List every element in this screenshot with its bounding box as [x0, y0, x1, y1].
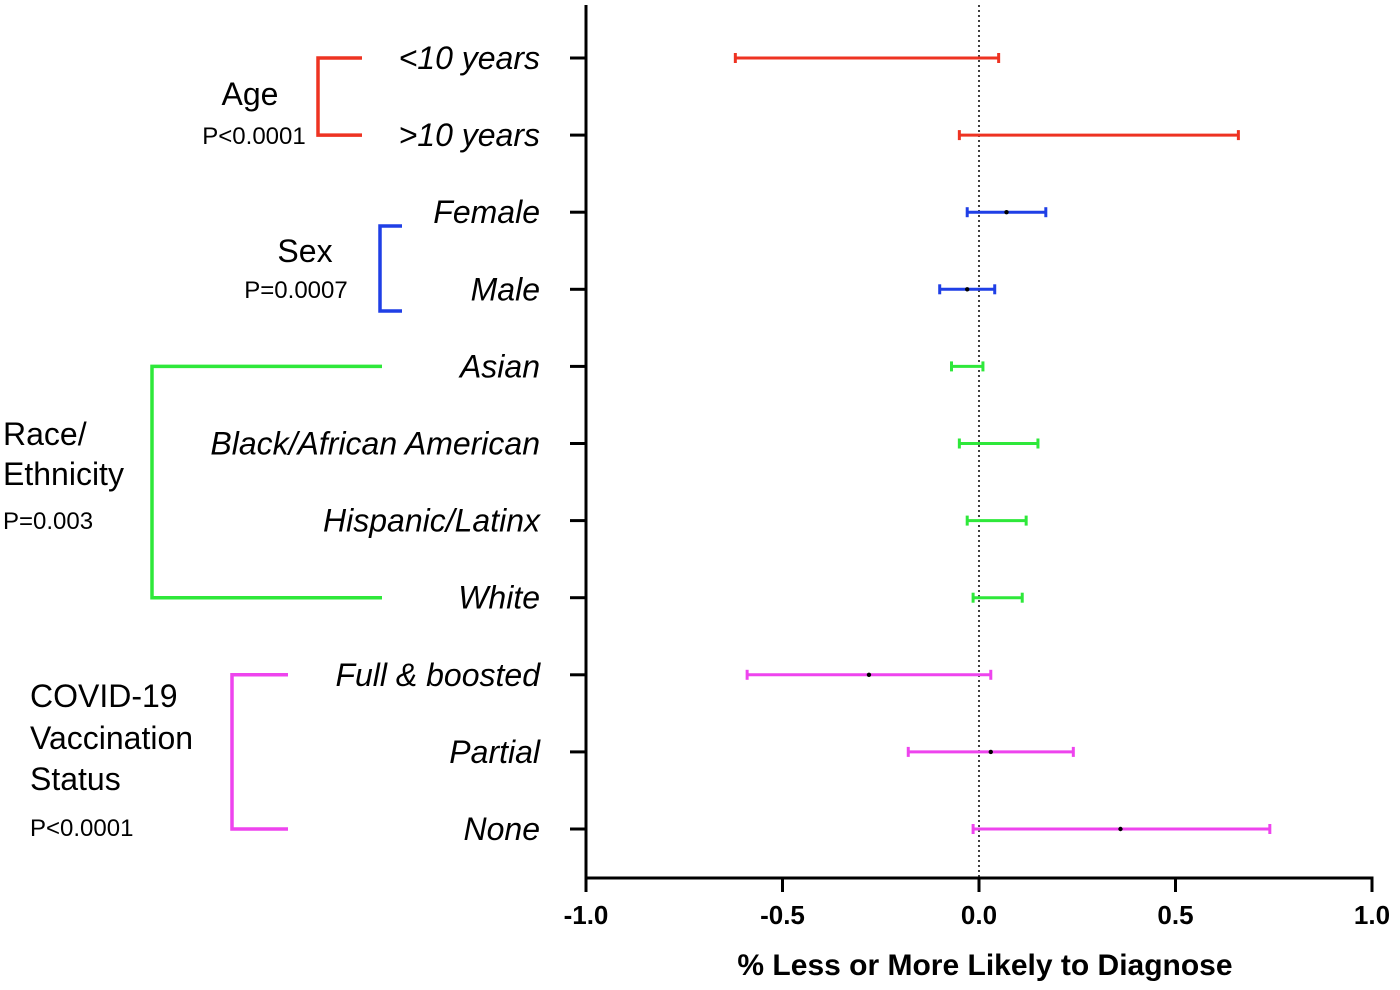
category-label: Male [471, 271, 540, 307]
category-labels: <10 years >10 years Female Male Asian Black/A… [210, 40, 541, 847]
x-tick-label: 0.0 [961, 900, 997, 930]
category-label: White [458, 580, 540, 616]
x-axis-title: % Less or More Likely to Diagnose [737, 949, 1232, 982]
x-tick-label: -1.0 [564, 900, 609, 930]
group-name: Ethnicity [3, 456, 124, 492]
x-tick-label: 1.0 [1354, 900, 1390, 930]
group-name: Age [222, 76, 279, 112]
group-bracket [150, 364, 382, 600]
group-name: Sex [277, 233, 332, 269]
axes: -1.0 -0.5 0.0 0.5 1.0 [564, 5, 1390, 930]
category-label: Black/African American [210, 426, 540, 462]
point-estimate [1118, 826, 1123, 832]
group-p-value: P=0.0007 [244, 277, 347, 304]
x-tick-label: -0.5 [760, 900, 805, 930]
x-tick-label: 0.5 [1157, 900, 1193, 930]
point-estimate [988, 749, 993, 755]
category-label: None [464, 811, 541, 847]
group-name: COVID-19 [30, 678, 178, 714]
category-label: Partial [449, 734, 541, 770]
group-bracket [316, 56, 362, 137]
group-annotations: Age P<0.0001 Sex P=0.0007 Race/Ethnicity P=0.… [3, 56, 402, 842]
group-name: Race/ [3, 416, 87, 452]
group-name: Status [30, 761, 121, 797]
category-label: Asian [458, 348, 540, 384]
point-estimate [866, 672, 872, 677]
group-name: Vaccination [30, 720, 193, 756]
group-p-value: P=0.003 [3, 508, 93, 535]
group-bracket [378, 224, 402, 313]
group-bracket [230, 673, 288, 831]
category-label: <10 years [399, 40, 540, 76]
group-p-value: P<0.0001 [30, 815, 133, 842]
interval-marks [733, 53, 1272, 834]
point-estimate [1004, 210, 1009, 215]
category-label: >10 years [399, 117, 540, 153]
category-label: Hispanic/Latinx [323, 503, 541, 539]
category-label: Full & boosted [335, 657, 541, 693]
category-label: Female [433, 194, 540, 230]
point-estimate [965, 287, 970, 292]
group-p-value: P<0.0001 [202, 123, 305, 150]
